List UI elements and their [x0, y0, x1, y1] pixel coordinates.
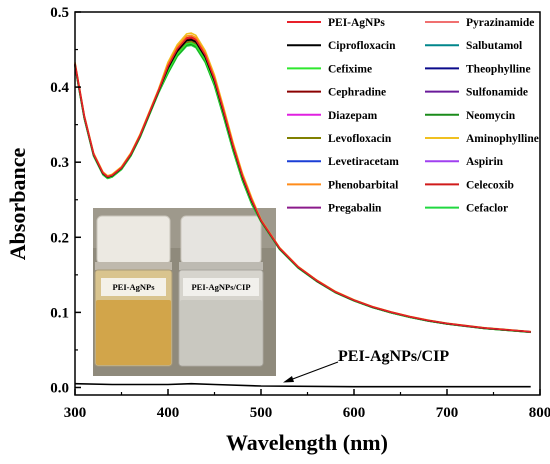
- vial-1-neck: [95, 262, 172, 270]
- legend-label-diazepam: Diazepam: [328, 110, 378, 122]
- x-tick-label-400: 400: [157, 405, 180, 421]
- y-tick-label-0.1: 0.1: [50, 305, 69, 321]
- legend-label-pei-agnps: PEI-AgNPs: [328, 17, 385, 29]
- x-tick-label-700: 700: [436, 405, 459, 421]
- vial-2-liquid: [180, 300, 262, 365]
- y-tick-label-0.5: 0.5: [50, 5, 69, 21]
- legend-label-levetiracetam: Levetiracetam: [328, 156, 399, 168]
- inset-photo: PEI-AgNPs PEI-AgNPs/CIP: [93, 208, 276, 376]
- x-tick-label-300: 300: [64, 405, 87, 421]
- legend-label-cefixime: Cefixime: [328, 63, 372, 75]
- cip-annotation: PEI-AgNPs/CIP: [283, 348, 449, 383]
- vial-pei-agnps-cip: PEI-AgNPs/CIP: [178, 215, 264, 367]
- vial-pei-agnps: PEI-AgNPs: [94, 215, 173, 367]
- vial-2-neck: [179, 262, 263, 270]
- vial-2-cap: [180, 215, 262, 265]
- legend: PEI-AgNPs Ciprofloxacin Cefixime Cephradine…: [287, 17, 539, 215]
- x-tick-label-800: 800: [529, 405, 550, 421]
- legend-label-aminophylline: Aminophylline: [466, 133, 539, 145]
- y-tick-label-0.2: 0.2: [50, 230, 69, 246]
- vial-1-cap: [96, 215, 171, 265]
- y-tick-label-0.3: 0.3: [50, 155, 69, 171]
- y-tick-label-0.0: 0.0: [50, 380, 69, 396]
- legend-label-neomycin: Neomycin: [466, 110, 516, 122]
- legend-label-ciprofloxacin: Ciprofloxacin: [328, 40, 396, 52]
- vial-2-label-paper: [183, 278, 259, 296]
- legend-label-phenobarbital: Phenobarbital: [328, 179, 398, 191]
- legend-label-celecoxib: Celecoxib: [466, 179, 514, 191]
- legend-label-pyrazinamide: Pyrazinamide: [466, 17, 534, 29]
- series-line-pei-agnps: [74, 36, 531, 333]
- x-tick-label-600: 600: [343, 405, 366, 421]
- vial-1-liquid: [96, 300, 171, 365]
- vial-1-label-paper: [101, 278, 166, 296]
- legend-label-levofloxacin: Levofloxacin: [328, 133, 392, 145]
- legend-label-cefaclor: Cefaclor: [466, 203, 508, 215]
- legend-label-theophylline: Theophylline: [466, 63, 531, 75]
- vial-2-label: PEI-AgNPs/CIP: [191, 282, 250, 292]
- vial-1-label: PEI-AgNPs: [112, 282, 155, 292]
- legend-label-aspirin: Aspirin: [466, 156, 504, 168]
- x-tick-label-500: 500: [250, 405, 273, 421]
- x-axis-title: Wavelength (nm): [226, 430, 388, 455]
- ticks-layer: 300 400 500 600 700 800 0.0 0.1 0.2 0.3 0.4 0.5: [50, 5, 550, 421]
- legend-label-sulfonamide: Sulfonamide: [466, 87, 528, 99]
- series-layer: [74, 32, 531, 388]
- legend-label-salbutamol: Salbutamol: [466, 40, 522, 52]
- cip-annotation-arrowhead: [283, 376, 294, 383]
- y-axis-title: Absorbance: [5, 148, 30, 261]
- legend-label-cephradine: Cephradine: [328, 87, 386, 99]
- cip-annotation-label: PEI-AgNPs/CIP: [338, 348, 449, 365]
- legend-label-pregabalin: Pregabalin: [328, 203, 382, 215]
- y-tick-label-0.4: 0.4: [50, 80, 69, 96]
- series-line-pei-agnps-cip: [74, 382, 531, 388]
- cip-annotation-arrow-line: [289, 361, 339, 381]
